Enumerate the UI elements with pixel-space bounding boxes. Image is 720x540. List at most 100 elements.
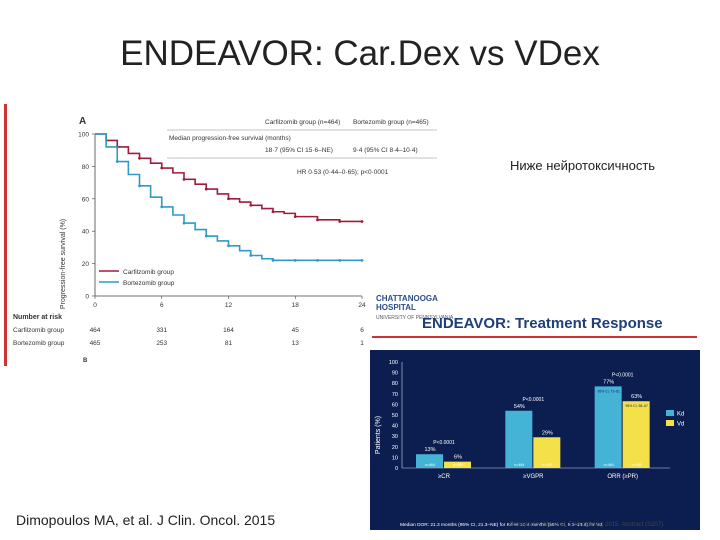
pfs-km-chart: A Carfilzomib group (n=464) Bortezomib g…	[13, 116, 437, 364]
citation: Dimopoulos MA, et al. J Clin. Oncol. 201…	[16, 512, 276, 528]
km-x-tick-label: 6	[160, 302, 164, 309]
km-y-tick-label: 40	[82, 229, 90, 236]
km-censor-mark	[160, 205, 164, 209]
tr-bar-value-label: 6%	[454, 455, 462, 461]
tr-footnote: Median DOR: 21.3 months (95% CI, 21.3–NE…	[400, 522, 602, 528]
risk-table-cell: 6	[360, 327, 364, 334]
km-censor-mark	[338, 220, 342, 223]
tr-y-tick-label: 70	[392, 392, 398, 398]
header-col-bortezomib: Bortezomib group (n=465)	[353, 119, 429, 126]
km-y-tick-label: 20	[82, 261, 90, 268]
tr-y-tick-label: 20	[392, 445, 398, 451]
tr-source: Dimopoulos MA et al. EHA meeting 2015. A…	[510, 522, 665, 528]
risk-table-cell: 331	[156, 327, 167, 334]
tr-bar-value-label: 63%	[631, 394, 642, 400]
hazard-ratio: HR 0·53 (0·44–0·65); p<0·0001	[297, 169, 389, 176]
tr-legend-label-vd: Vd	[677, 422, 684, 428]
tr-y-tick-label: 40	[392, 424, 398, 430]
tr-bar-n-label: n=464	[425, 463, 435, 467]
y-axis-label: Progression-free survival (%)	[60, 219, 67, 309]
tr-bar-vd	[622, 401, 650, 468]
tr-legend-label-kd: Kd	[677, 412, 684, 418]
legend-bortezomib: Bortezomib group	[123, 280, 175, 287]
header-col-carfilzomib: Carfilzomib group (n=464)	[265, 119, 340, 126]
km-censor-mark	[138, 156, 141, 160]
tr-category-label: ORR (≥PR)	[607, 474, 638, 480]
panel-label: A	[79, 116, 86, 127]
risk-table-cell: 45	[292, 327, 300, 334]
km-censor-mark	[316, 218, 319, 222]
treatment-response-chart: Patients (%) 0 10 20 30 40 50 60 70 80 90 100 13% n…	[375, 360, 684, 528]
tr-bar-vd	[444, 461, 471, 468]
treatment-response-chart-area: Patients (%) 0 10 20 30 40 50 60 70 80 90 100 13% n…	[370, 350, 700, 530]
km-x-tick-label: 24	[358, 302, 366, 309]
risk-row-bortezomib-label: Bortezomib group	[13, 340, 65, 347]
risk-table-cell: 1	[360, 340, 364, 347]
panel-footer-label: B	[83, 358, 88, 364]
km-censor-mark	[249, 203, 253, 207]
tr-bar-n-label: n=464	[514, 463, 524, 467]
tr-p-value: P<0.0001	[433, 440, 455, 446]
km-censor-mark	[160, 166, 164, 170]
risk-table-cell: 164	[223, 327, 234, 334]
tr-bar-n-label: n=464	[604, 463, 614, 467]
km-x-tick-label: 18	[292, 302, 300, 309]
logo-line-1: CHATTANOOGA	[376, 294, 438, 303]
tr-y-tick-label: 30	[392, 434, 398, 440]
tr-y-tick-label: 10	[392, 455, 398, 461]
tr-y-tick-label: 80	[392, 381, 398, 387]
risk-table-cell: 464	[90, 327, 101, 334]
km-censor-mark	[293, 215, 297, 219]
km-censor-mark	[204, 187, 208, 191]
treatment-response-title: ENDEAVOR: Treatment Response	[422, 315, 663, 332]
neurotoxicity-note: Ниже нейротоксичность	[510, 158, 656, 173]
tr-y-tick-label: 0	[395, 466, 398, 472]
km-censor-mark	[204, 234, 208, 238]
tr-y-axis-label: Patients (%)	[375, 416, 382, 454]
km-censor-mark	[316, 258, 319, 262]
tr-bar-value-label: 54%	[514, 404, 525, 410]
tr-bar-n-label: n=465	[453, 463, 463, 467]
tr-ci-label: 95% CI, 58–67	[625, 404, 648, 408]
km-censor-mark	[338, 258, 342, 262]
km-censor-mark	[249, 254, 253, 257]
tr-y-tick-label: 100	[389, 360, 398, 366]
treatment-response-panel: CHATTANOOGA HOSPITAL UNIVERSITY OF PENNS…	[370, 290, 700, 540]
pfs-km-panel: A Carfilzomib group (n=464) Bortezomib g…	[4, 104, 441, 366]
tr-bar-value-label: 77%	[603, 379, 614, 385]
slide-title: ENDEAVOR: Car.Dex vs VDex	[120, 34, 600, 73]
tr-bar-kd	[594, 386, 622, 468]
tr-y-tick-label: 50	[392, 413, 398, 419]
km-censor-mark	[360, 220, 364, 223]
hospital-logo: CHATTANOOGA HOSPITAL UNIVERSITY OF PENNS…	[376, 294, 453, 323]
risk-table-cell: 253	[156, 340, 167, 347]
tr-category-label: ≥VGPR	[523, 474, 544, 480]
km-censor-mark	[182, 177, 186, 181]
km-censor-mark	[227, 197, 230, 201]
tr-p-value: P<0.0001	[523, 397, 545, 403]
km-censor-mark	[271, 258, 275, 262]
km-y-tick-label: 100	[78, 132, 89, 139]
tr-bar-kd	[416, 454, 443, 468]
risk-table-cell: 13	[292, 340, 300, 347]
legend-carfilzomib: Carfilzomib group	[123, 269, 174, 276]
km-y-tick-label: 60	[82, 196, 90, 203]
tr-y-tick-label: 60	[392, 402, 398, 408]
km-censor-mark	[115, 160, 119, 163]
km-censor-mark	[293, 258, 297, 262]
km-censor-mark	[271, 210, 275, 214]
risk-table-cell: 81	[225, 340, 233, 347]
treatment-response-header: CHATTANOOGA HOSPITAL UNIVERSITY OF PENNS…	[370, 290, 700, 350]
title-underline	[372, 336, 697, 338]
km-y-tick-label: 80	[82, 164, 90, 171]
tr-ci-label: 95% CI, 73–81	[597, 389, 620, 393]
risk-table-title: Number at risk	[13, 314, 62, 321]
tr-legend-swatch-vd	[666, 420, 674, 426]
tr-y-tick-label: 90	[392, 371, 398, 377]
km-censor-mark	[360, 258, 364, 262]
tr-bar-kd	[505, 410, 533, 468]
logo-line-2: HOSPITAL	[376, 303, 416, 312]
tr-category-label: ≥CR	[438, 474, 451, 480]
tr-bar-value-label: 29%	[542, 430, 553, 436]
risk-row-carfilzomib-label: Carfilzomib group	[13, 327, 64, 334]
